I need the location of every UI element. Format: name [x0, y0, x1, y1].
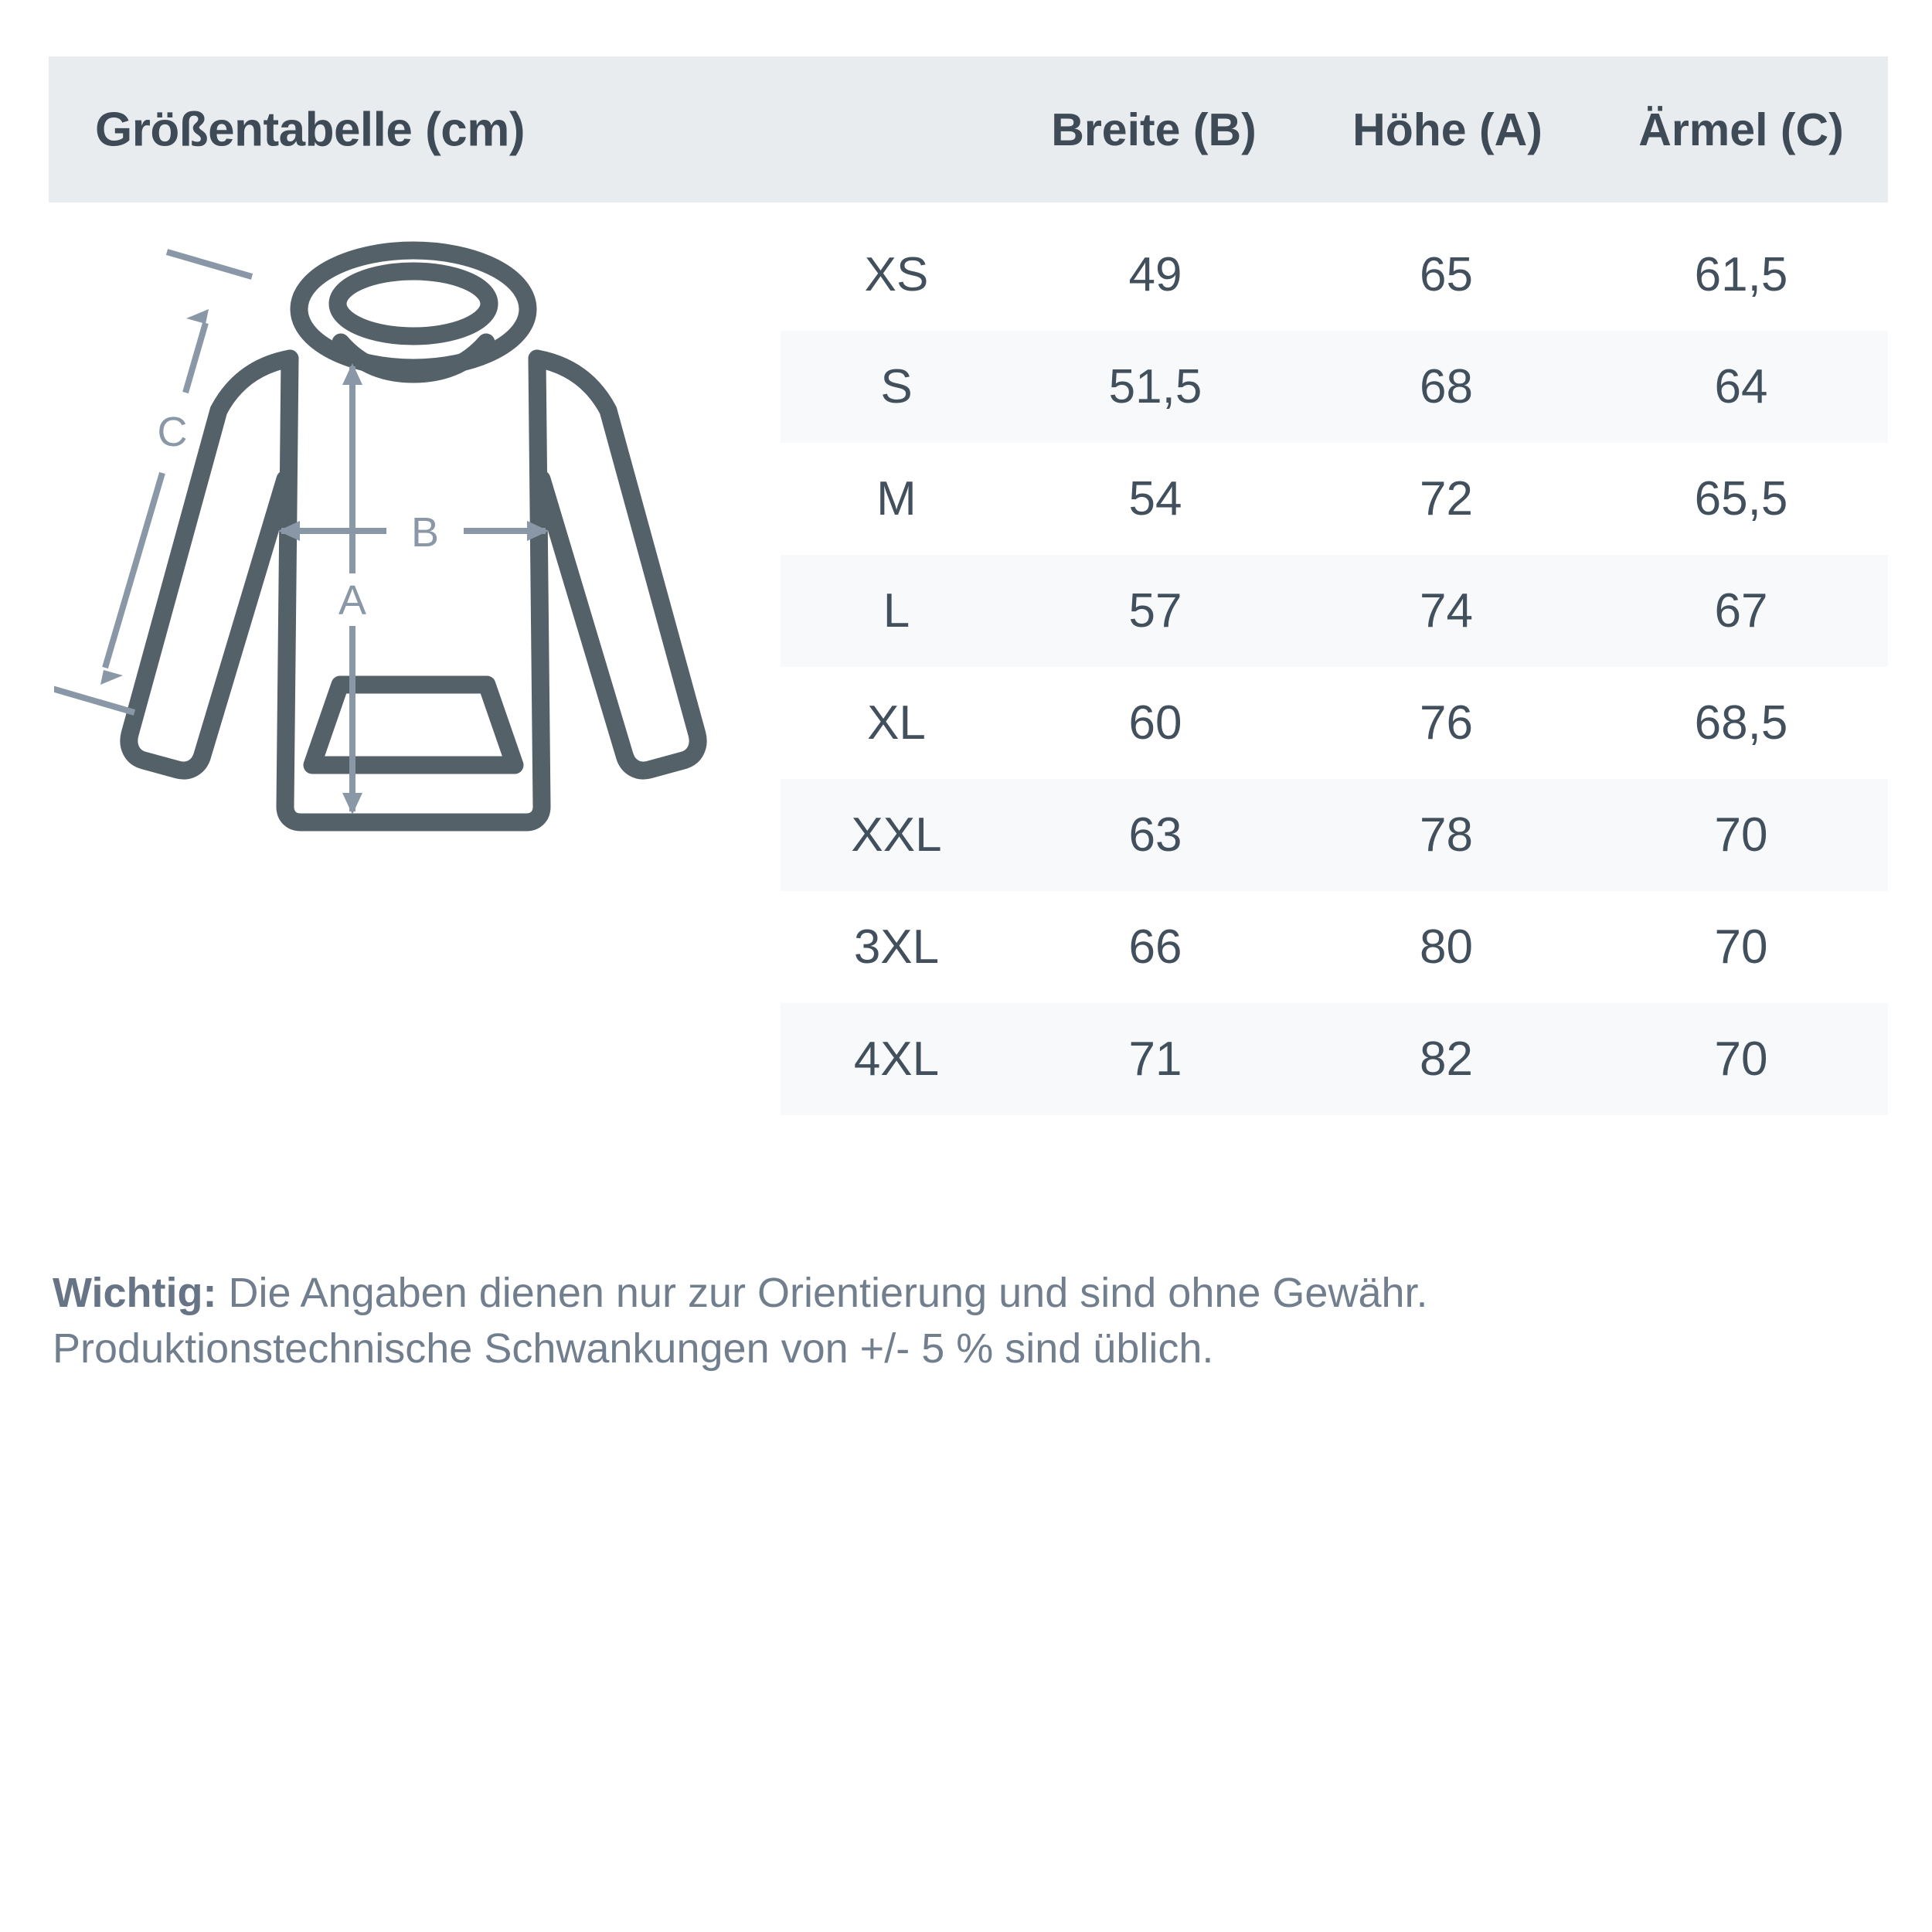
cell-hoehe: 82 — [1420, 1032, 1473, 1086]
column-header-breite: Breite (B) — [1051, 104, 1257, 155]
cell-hoehe: 68 — [1420, 360, 1473, 413]
cell-aermel: 70 — [1714, 1032, 1768, 1086]
cell-aermel: 65,5 — [1694, 472, 1788, 526]
dimension-c-arrow — [54, 249, 253, 716]
cell-hoehe: 65 — [1420, 248, 1473, 301]
cell-breite: 51,5 — [1108, 360, 1202, 413]
cell-aermel: 67 — [1714, 584, 1768, 638]
disclaimer-line-2: Produktionstechnische Schwankungen von +… — [53, 1325, 1214, 1372]
dimension-b-arrow — [278, 521, 549, 541]
column-header-aermel: Ärmel (C) — [1638, 104, 1844, 155]
cell-aermel: 68,5 — [1694, 696, 1788, 750]
size-table-body: XS 49 65 61,5 S 51,5 68 64 M 54 72 65,5 … — [781, 219, 1888, 1115]
cell-breite: 71 — [1128, 1032, 1182, 1086]
dimension-lines — [54, 249, 549, 815]
cell-size: XS — [864, 248, 929, 301]
table-row: XXL 63 78 70 — [781, 779, 1888, 891]
table-row: XS 49 65 61,5 — [781, 219, 1888, 331]
disclaimer-label: Wichtig: — [53, 1270, 217, 1316]
cell-size: L — [883, 584, 910, 638]
column-header-group: Breite (B) Höhe (A) Ärmel (C) — [1007, 56, 1888, 202]
cell-aermel: 61,5 — [1694, 248, 1788, 301]
cell-size: 4XL — [853, 1032, 940, 1086]
cell-hoehe: 78 — [1420, 808, 1473, 862]
disclaimer-line-1: Die Angaben dienen nur zur Orientierung … — [216, 1270, 1428, 1316]
cell-hoehe: 80 — [1420, 920, 1473, 974]
table-header-band: Größentabelle (cm) Breite (B) Höhe (A) Ä… — [49, 56, 1888, 202]
table-row: XL 60 76 68,5 — [781, 667, 1888, 779]
dimension-label-b: B — [411, 509, 439, 556]
cell-aermel: 64 — [1714, 360, 1768, 413]
cell-breite: 54 — [1128, 472, 1182, 526]
cell-breite: 60 — [1128, 696, 1182, 750]
cell-size: 3XL — [853, 920, 940, 974]
table-row: 3XL 66 80 70 — [781, 891, 1888, 1003]
cell-aermel: 70 — [1714, 920, 1768, 974]
hoodie-measurement-diagram: B A C — [54, 224, 773, 850]
cell-breite: 57 — [1128, 584, 1182, 638]
disclaimer-note: Wichtig: Die Angaben dienen nur zur Orie… — [53, 1266, 1892, 1377]
cell-size: M — [876, 472, 917, 526]
cell-hoehe: 72 — [1420, 472, 1473, 526]
table-row: L 57 74 67 — [781, 555, 1888, 667]
table-row: M 54 72 65,5 — [781, 443, 1888, 555]
dimension-label-a: A — [338, 577, 366, 624]
page-title: Größentabelle (cm) — [95, 103, 526, 156]
cell-size: S — [880, 360, 913, 413]
cell-breite: 49 — [1128, 248, 1182, 301]
cell-size: XL — [867, 696, 926, 750]
cell-breite: 63 — [1128, 808, 1182, 862]
column-header-hoehe: Höhe (A) — [1352, 104, 1543, 155]
cell-aermel: 70 — [1714, 808, 1768, 862]
cell-hoehe: 74 — [1420, 584, 1473, 638]
dimension-label-c: C — [158, 409, 188, 455]
cell-size: XXL — [851, 808, 942, 862]
hoodie-outline-icon — [120, 241, 707, 832]
table-row: 4XL 71 82 70 — [781, 1003, 1888, 1115]
table-row: S 51,5 68 64 — [781, 331, 1888, 443]
cell-breite: 66 — [1128, 920, 1182, 974]
dimension-a-arrow — [342, 363, 362, 815]
cell-hoehe: 76 — [1420, 696, 1473, 750]
